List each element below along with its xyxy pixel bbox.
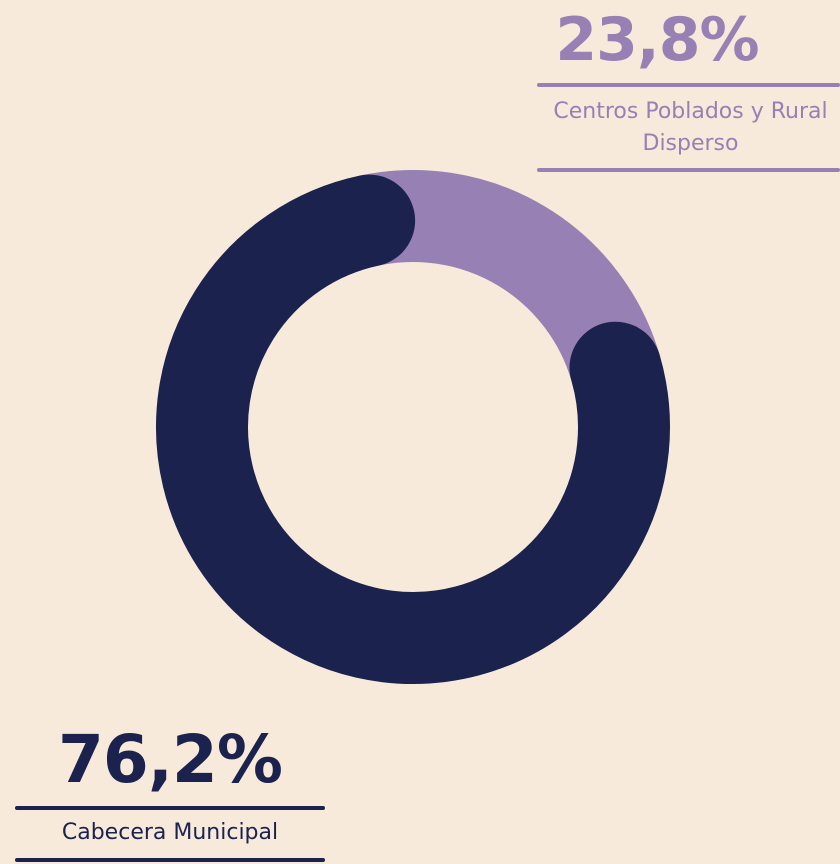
divider [537,168,840,172]
value-label: 23,8% [555,5,759,75]
legend-label: Cabecera Municipal [61,820,279,845]
divider [15,806,325,810]
divider [537,83,840,87]
legend-label: Centros Poblados y Rural Disperso [553,99,828,156]
divider [15,858,325,862]
value-label: 76,2% [58,721,283,798]
donut-slice [156,174,670,684]
